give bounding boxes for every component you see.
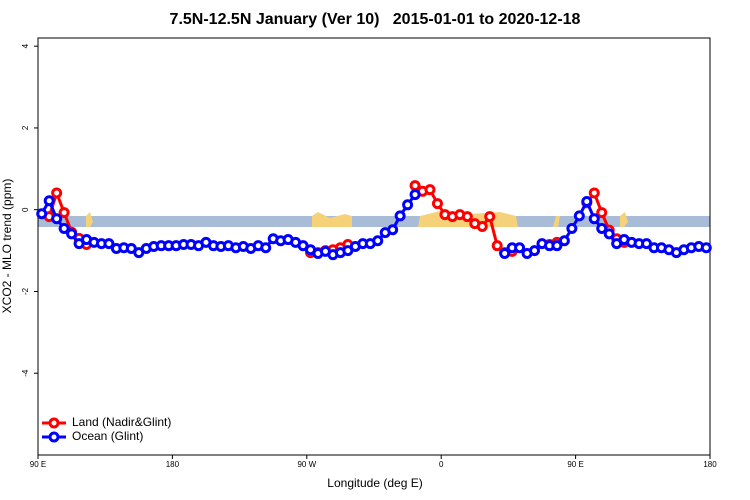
y-tick-label: 2 xyxy=(21,125,30,130)
data-point xyxy=(603,228,615,240)
x-tick-label: 180 xyxy=(166,460,180,469)
data-point xyxy=(596,207,608,219)
data-point xyxy=(588,213,600,225)
data-point xyxy=(36,208,48,220)
x-axis-label: Longitude (deg E) xyxy=(327,476,422,490)
data-point xyxy=(387,224,399,236)
x-tick-label: 90 E xyxy=(567,460,583,469)
ocean-band xyxy=(38,216,710,227)
data-point xyxy=(581,196,593,208)
y-tick-label: -4 xyxy=(21,369,30,377)
data-point xyxy=(514,242,526,254)
data-point xyxy=(551,240,563,252)
data-point xyxy=(424,184,436,196)
data-point xyxy=(58,223,70,235)
x-tick-label: 90 E xyxy=(30,460,46,469)
data-point xyxy=(499,247,511,259)
data-point xyxy=(394,210,406,222)
data-point xyxy=(409,189,421,201)
y-tick-label: -2 xyxy=(21,287,30,295)
data-point xyxy=(372,235,384,247)
data-point xyxy=(588,187,600,199)
y-axis-label: XCO2 - MLO trend (ppm) xyxy=(0,179,14,314)
data-point xyxy=(402,199,414,211)
data-point xyxy=(66,228,78,240)
legend-swatch-point xyxy=(48,417,60,429)
legend-label: Ocean (Glint) xyxy=(72,429,143,443)
data-point xyxy=(476,220,488,232)
data-point xyxy=(484,211,496,223)
data-point xyxy=(431,198,443,210)
data-point xyxy=(529,245,541,257)
y-tick-label: 4 xyxy=(21,43,30,48)
data-point xyxy=(700,242,712,254)
data-point xyxy=(596,223,608,235)
data-point xyxy=(573,210,585,222)
data-point xyxy=(409,180,421,192)
data-point xyxy=(558,235,570,247)
x-tick-label: 0 xyxy=(439,460,444,469)
data-point xyxy=(491,240,503,252)
data-point xyxy=(51,187,63,199)
data-point xyxy=(103,238,115,250)
data-point xyxy=(566,223,578,235)
legend-label: Land (Nadir&Glint) xyxy=(72,415,171,429)
x-tick-label: 90 W xyxy=(297,460,316,469)
legend-swatch-point xyxy=(48,431,60,443)
x-tick-label: 180 xyxy=(703,460,717,469)
data-point xyxy=(461,211,473,223)
data-point xyxy=(58,207,70,219)
data-point xyxy=(51,213,63,225)
data-point xyxy=(260,242,272,254)
y-tick-label: 0 xyxy=(21,207,30,212)
data-point xyxy=(43,195,55,207)
chart-title: 7.5N-12.5N January (Ver 10) 2015-01-01 t… xyxy=(170,11,581,28)
